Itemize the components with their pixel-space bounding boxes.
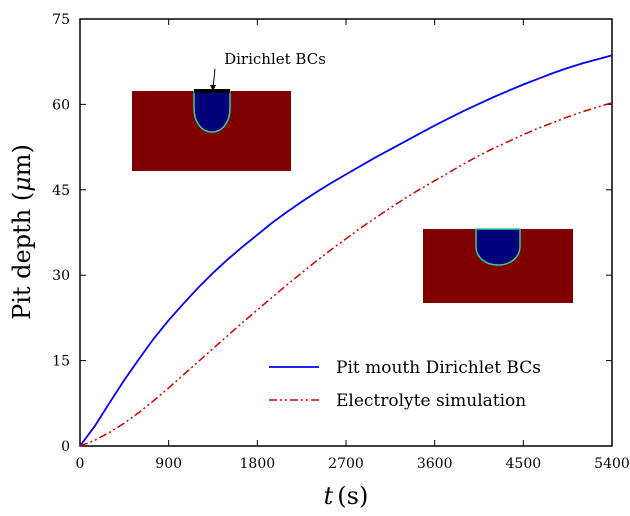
inset-pit-dirichlet: Dirichlet BCs: [132, 50, 326, 171]
legend-label-electrolyte: Electrolyte simulation: [336, 391, 526, 411]
x-axis-label: t (s): [324, 482, 369, 510]
y-tick-label: 15: [52, 354, 70, 370]
x-axis-label-unit: (s): [337, 482, 368, 510]
annotation-arrowhead: [210, 85, 216, 91]
y-tick-label: 0: [61, 439, 70, 455]
inset-pit-electrolyte: [423, 228, 573, 303]
x-tick-label: 0: [76, 456, 85, 472]
y-axis-ticks: 0 15 30 45 60 75: [52, 12, 612, 455]
y-axis-label-mu: μ: [8, 176, 36, 192]
x-tick-label: 900: [155, 456, 182, 472]
series-layer: [79, 54, 613, 447]
y-tick-label: 60: [52, 97, 70, 113]
x-axis-ticks: 0 900 1800 2700 3600 4500 5400: [76, 19, 630, 472]
x-tick-label: 5400: [594, 456, 630, 472]
y-tick-label: 75: [52, 12, 70, 28]
annotation-arrow: [212, 68, 216, 89]
y-tick-label: 30: [52, 268, 70, 284]
x-tick-label: 4500: [506, 456, 542, 472]
x-tick-label: 2700: [328, 456, 364, 472]
series-line-electrolyte: [79, 101, 613, 447]
inset-pit-shape-2: [475, 228, 521, 266]
series-line-dirichlet: [79, 54, 613, 447]
y-axis-label-unit: m): [8, 144, 36, 176]
inset-pit-shape: [193, 90, 231, 133]
x-axis-label-var: t: [324, 482, 334, 510]
legend-label-dirichlet: Pit mouth Dirichlet BCs: [336, 358, 541, 378]
y-axis-label: Pit depth (μm): [8, 144, 36, 320]
y-axis-label-text: Pit depth (: [8, 192, 36, 320]
legend: Pit mouth Dirichlet BCs Electrolyte simu…: [269, 358, 541, 411]
x-tick-label: 3600: [417, 456, 453, 472]
y-tick-label: 45: [52, 183, 70, 199]
annotation-dirichlet-bcs: Dirichlet BCs: [224, 50, 326, 68]
x-tick-label: 1800: [240, 456, 276, 472]
